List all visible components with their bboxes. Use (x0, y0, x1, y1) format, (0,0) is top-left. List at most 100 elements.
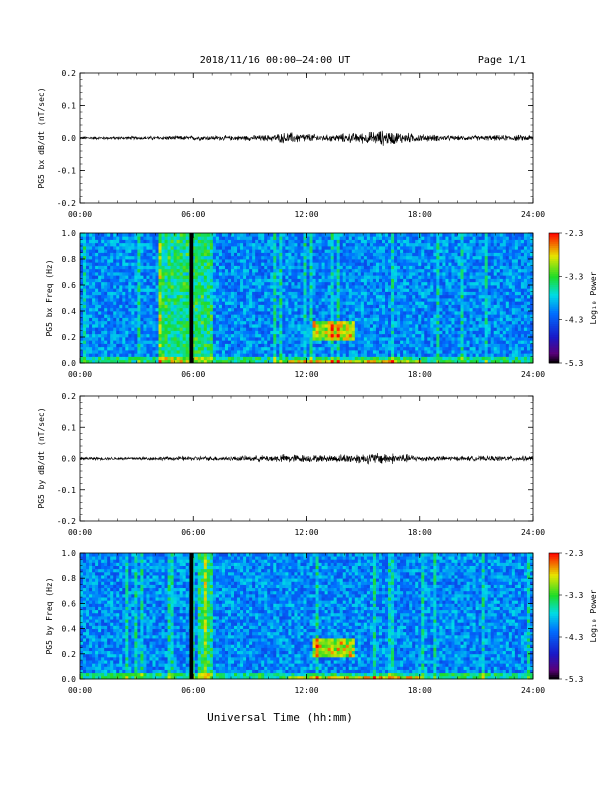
spectrogram-cell (324, 311, 329, 315)
spectrogram-cell (442, 340, 446, 344)
spectrogram-cell (442, 337, 446, 341)
spectrogram-cell (279, 304, 283, 309)
spectrogram-cell (324, 239, 329, 244)
spectrogram-cell (285, 304, 289, 309)
spectrogram-cell (243, 255, 247, 260)
spectrogram-cell (330, 265, 335, 270)
spectrogram-cell (182, 333, 187, 338)
spectrogram-cell (240, 353, 244, 357)
spectrogram-cell (267, 301, 271, 305)
spectrogram-cell (185, 246, 190, 250)
spectrogram-cell (158, 320, 162, 325)
spectrogram-cell (146, 311, 150, 315)
spectrogram-cell (330, 314, 335, 318)
spectrogram-cell (339, 285, 344, 289)
spectrogram-cell (182, 236, 187, 240)
spectrogram-cell (372, 324, 377, 328)
spectrogram-cell (218, 246, 223, 250)
spectrogram-cell (249, 307, 253, 312)
spectrogram-cell (288, 239, 292, 244)
spectrogram-cell (152, 356, 156, 361)
spectrogram-cell (137, 249, 141, 253)
spectrogram-cell (406, 304, 410, 309)
spectrogram-cell (194, 317, 199, 322)
spectrogram-cell (206, 298, 211, 302)
spectrogram-cell (80, 353, 84, 357)
spectrogram-cell (324, 346, 329, 351)
spectrogram-cell (363, 294, 368, 299)
spectrogram-cell (412, 346, 416, 351)
spectrogram-cell (203, 294, 208, 299)
spectrogram-cell (164, 340, 168, 344)
spectrogram-cell (285, 252, 289, 257)
spectrogram-cell (146, 337, 150, 341)
spectrogram-cell (161, 343, 165, 348)
spectrogram-cell (306, 317, 310, 322)
spectrogram-cell (282, 294, 286, 299)
spectrogram-cell (261, 350, 265, 354)
spectrogram-cell (113, 340, 117, 344)
spectrogram-cell (366, 320, 371, 325)
spectrogram-cell (415, 242, 419, 247)
spectrogram-cell (185, 275, 190, 279)
spectrogram-cell (360, 255, 365, 260)
spectrogram-cell (182, 265, 187, 270)
spectrogram-cell (110, 327, 114, 331)
spectrogram-cell (255, 337, 259, 341)
spectrogram-cell (303, 307, 307, 312)
spectrogram-cell (327, 272, 332, 276)
spectrogram-cell (179, 272, 184, 276)
spectrogram-cell (345, 291, 350, 296)
spectrogram-cell (206, 291, 211, 296)
spectrogram-cell (110, 242, 114, 247)
spectrogram-cell (388, 346, 392, 351)
spectrogram-cell (327, 307, 332, 312)
spectrogram-cell (185, 298, 190, 302)
spectrogram-cell (291, 268, 295, 273)
spectrogram-cell (176, 324, 181, 328)
spectrogram-cell (83, 317, 87, 322)
spectrogram-cell (427, 252, 431, 257)
spectrogram-cell (442, 278, 446, 283)
spectrogram-cell (107, 333, 111, 338)
spectrogram-cell (83, 311, 87, 315)
spectrogram-cell (391, 359, 395, 364)
spectrogram-cell (445, 346, 449, 351)
spectrogram-cell (430, 294, 434, 299)
spectrogram-cell (243, 262, 247, 266)
spectrogram-cell (86, 252, 90, 257)
spectrogram-cell (324, 333, 329, 338)
spectrogram-cell (403, 275, 407, 279)
spectrogram-cell (252, 275, 256, 279)
spectrogram-cell (158, 272, 162, 276)
spectrogram-cell (227, 337, 232, 341)
spectrogram-cell (197, 314, 202, 318)
spectrogram-cell (252, 307, 256, 312)
spectrogram-cell (137, 255, 141, 260)
spectrogram-cell (137, 320, 141, 325)
spectrogram-cell (351, 278, 356, 283)
spectrogram-cell (267, 246, 271, 250)
spectrogram-cell (212, 285, 217, 289)
spectrogram-cell (400, 285, 404, 289)
spectrogram-cell (173, 294, 178, 299)
spectrogram-cell (234, 324, 238, 328)
spectrogram-cell (215, 246, 220, 250)
spectrogram-cell (385, 278, 389, 283)
spectrogram-cell (155, 346, 159, 351)
spectrogram-cell (243, 353, 247, 357)
spectrogram-cell (155, 330, 159, 335)
spectrogram-cell (421, 262, 425, 266)
spectrogram-cell (267, 259, 271, 263)
spectrogram-cell (258, 298, 262, 302)
spectrogram-cell (406, 252, 410, 257)
spectrogram-cell (330, 317, 335, 322)
spectrogram-cell (234, 275, 238, 279)
spectrogram-cell (415, 343, 419, 348)
spectrogram-cell (300, 330, 304, 335)
spectrogram-cell (285, 249, 289, 253)
spectrogram-cell (348, 268, 353, 273)
spectrogram-cell (342, 307, 347, 312)
spectrogram-cell (267, 291, 271, 296)
spectrogram-cell (297, 285, 301, 289)
